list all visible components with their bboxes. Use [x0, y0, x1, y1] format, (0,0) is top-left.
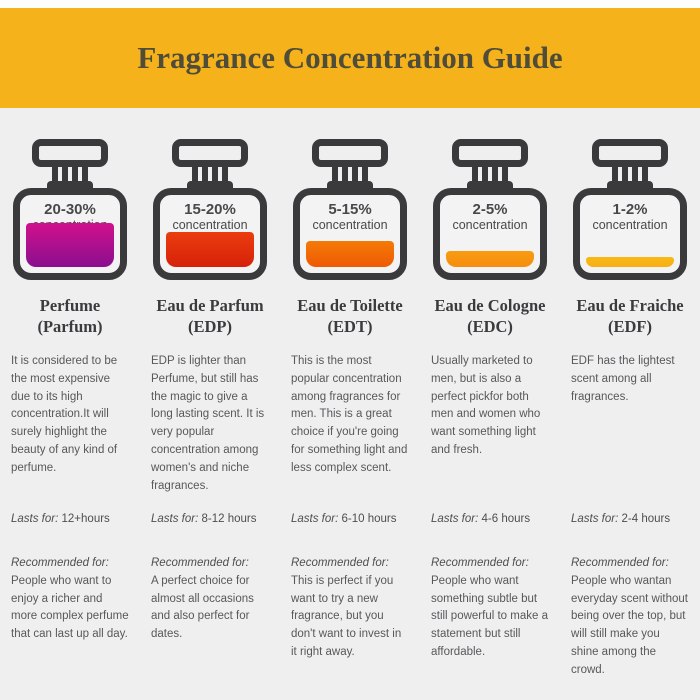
- lasts-for-value: 8-12 hours: [201, 513, 257, 525]
- perfume-bottle-illustration: 1-2% concentration: [560, 125, 700, 285]
- fragrance-description: EDP is lighter than Perfume, but still h…: [151, 355, 265, 492]
- fragrance-name: Eau de Fraiche (EDF): [564, 295, 696, 353]
- fragrance-name-line: Perfume: [39, 296, 101, 315]
- lasts-for-row: Lasts for: 12+hours: [11, 513, 129, 555]
- lasts-for-row: Lasts for: 8-12 hours: [151, 513, 269, 555]
- fragrance-column: 2-5% concentration Eau de Cologne (EDC) …: [420, 125, 560, 680]
- perfume-bottle-illustration: 2-5% concentration: [420, 125, 560, 285]
- bottle-body: 1-2% concentration: [573, 188, 687, 280]
- fragrance-name: Eau de Cologne (EDC): [424, 295, 556, 353]
- perfume-bottle-illustration: 15-20% concentration: [140, 125, 280, 285]
- fragrance-name: Perfume (Parfum): [4, 295, 136, 353]
- fragrance-abbr: (EDT): [327, 317, 373, 337]
- fragrance-name-line: Eau de Cologne: [434, 296, 546, 315]
- recommended-for-value: People who wantan everyday scent without…: [571, 574, 688, 676]
- recommended-for-label: Recommended for:: [431, 557, 529, 569]
- recommended-for-value: People who want something subtle but sti…: [431, 574, 548, 659]
- lasts-for-value: 6-10 hours: [341, 513, 397, 525]
- fragrance-name-line: Eau de Parfum: [156, 296, 264, 315]
- bottle-cap-icon: [452, 139, 528, 167]
- fragrance-columns: 20-30% concentration Perfume (Parfum) It…: [0, 125, 700, 680]
- perfume-bottle-illustration: 5-15% concentration: [280, 125, 420, 285]
- fragrance-column: 20-30% concentration Perfume (Parfum) It…: [0, 125, 140, 680]
- fragrance-column: 15-20% concentration Eau de Parfum (EDP)…: [140, 125, 280, 680]
- fragrance-abbr: (Parfum): [37, 317, 103, 337]
- lasts-for-row: Lasts for: 4-6 hours: [431, 513, 549, 555]
- lasts-for-label: Lasts for:: [151, 513, 199, 525]
- recommended-for-label: Recommended for:: [291, 557, 389, 569]
- lasts-for-value: 2-4 hours: [621, 513, 671, 525]
- concentration-label: concentration: [452, 218, 528, 233]
- fragrance-column: 5-15% concentration Eau de Toilette (EDT…: [280, 125, 420, 680]
- lasts-for-label: Lasts for:: [431, 513, 479, 525]
- fragrance-description: Usually marketed to men, but is also a p…: [431, 355, 541, 457]
- lasts-for-label: Lasts for:: [291, 513, 339, 525]
- recommended-for-value: This is perfect if you want to try a new…: [291, 574, 402, 659]
- recommended-for-row: Recommended for: People who want somethi…: [431, 555, 549, 662]
- fragrance-description: EDF has the lightest scent among all fra…: [571, 355, 675, 403]
- fragrance-name: Eau de Toilette (EDT): [284, 295, 416, 353]
- bottle-body: 20-30% concentration: [13, 188, 127, 280]
- fragrance-abbr: (EDC): [467, 317, 513, 337]
- bottle-body: 5-15% concentration: [293, 188, 407, 280]
- bottle-cap-icon: [592, 139, 668, 167]
- concentration-percent: 20-30%: [44, 201, 96, 218]
- fragrance-abbr: (EDF): [608, 317, 652, 337]
- bottle-cap-icon: [312, 139, 388, 167]
- header-banner: Fragrance Concentration Guide: [0, 8, 700, 108]
- concentration-block: 15-20% concentration: [160, 201, 260, 233]
- perfume-bottle-illustration: 20-30% concentration: [0, 125, 140, 285]
- lasts-for-value: 12+hours: [61, 513, 110, 525]
- bottle-body: 15-20% concentration: [153, 188, 267, 280]
- concentration-block: 1-2% concentration: [580, 201, 680, 233]
- concentration-block: 2-5% concentration: [440, 201, 540, 233]
- bottle-cap-icon: [32, 139, 108, 167]
- concentration-percent: 15-20%: [184, 201, 236, 218]
- page-title: Fragrance Concentration Guide: [137, 40, 563, 75]
- top-margin-strip: [0, 0, 700, 8]
- concentration-label: concentration: [312, 218, 388, 233]
- recommended-for-value: People who want to enjoy a richer and mo…: [11, 574, 129, 641]
- fragrance-column: 1-2% concentration Eau de Fraiche (EDF) …: [560, 125, 700, 680]
- concentration-block: 5-15% concentration: [300, 201, 400, 233]
- concentration-label: concentration: [172, 218, 248, 233]
- recommended-for-row: Recommended for: People who want to enjo…: [11, 555, 129, 644]
- recommended-for-label: Recommended for:: [151, 557, 249, 569]
- recommended-for-row: Recommended for: People who wantan every…: [571, 555, 689, 680]
- lasts-for-row: Lasts for: 2-4 hours: [571, 513, 689, 555]
- fragrance-name-line: Eau de Fraiche: [576, 296, 684, 315]
- fragrance-description: This is the most popular concentration a…: [291, 355, 408, 474]
- fragrance-description: It is considered to be the most expensiv…: [11, 355, 118, 474]
- lasts-for-value: 4-6 hours: [481, 513, 531, 525]
- fragrance-abbr: (EDP): [188, 317, 232, 337]
- lasts-for-label: Lasts for:: [571, 513, 619, 525]
- concentration-percent: 5-15%: [328, 201, 372, 218]
- bottle-body: 2-5% concentration: [433, 188, 547, 280]
- lasts-for-label: Lasts for:: [11, 513, 59, 525]
- fragrance-name-line: Eau de Toilette: [297, 296, 403, 315]
- recommended-for-row: Recommended for: A perfect choice for al…: [151, 555, 269, 644]
- bottle-cap-icon: [172, 139, 248, 167]
- concentration-percent: 1-2%: [612, 201, 648, 218]
- recommended-for-value: A perfect choice for almost all occasion…: [151, 574, 254, 641]
- liquid-fill: [26, 223, 114, 267]
- concentration-label: concentration: [592, 218, 668, 233]
- liquid-fill: [446, 251, 534, 267]
- recommended-for-row: Recommended for: This is perfect if you …: [291, 555, 409, 662]
- recommended-for-label: Recommended for:: [571, 557, 669, 569]
- liquid-fill: [306, 241, 394, 267]
- recommended-for-label: Recommended for:: [11, 557, 109, 569]
- fragrance-name: Eau de Parfum (EDP): [144, 295, 276, 353]
- lasts-for-row: Lasts for: 6-10 hours: [291, 513, 409, 555]
- liquid-fill: [166, 232, 254, 267]
- liquid-fill: [586, 257, 674, 267]
- concentration-percent: 2-5%: [472, 201, 508, 218]
